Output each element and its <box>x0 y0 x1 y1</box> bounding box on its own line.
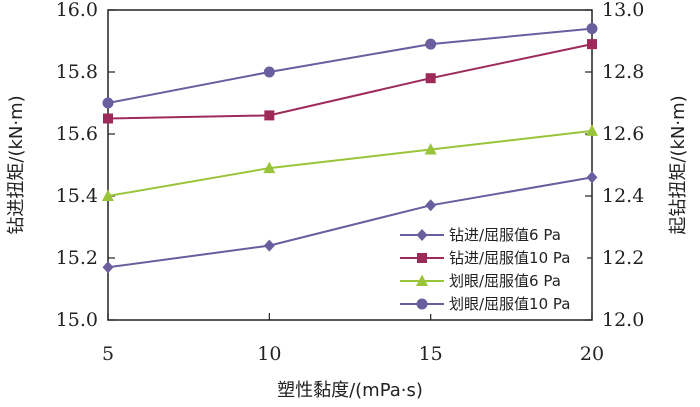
marker-circle <box>263 66 275 78</box>
marker-triangle <box>263 161 276 174</box>
marker-diamond <box>586 171 598 184</box>
marker-triangle <box>424 143 437 155</box>
series-group <box>102 23 598 274</box>
marker-circle <box>425 38 437 50</box>
marker-diamond <box>102 261 114 274</box>
right-tick-label: 12.4 <box>602 185 644 207</box>
marker-square <box>103 113 113 124</box>
right-tick-label: 13.0 <box>602 0 644 21</box>
marker-triangle <box>416 274 428 286</box>
legend-label: 划眼/屈服值10 Pa <box>449 295 570 313</box>
marker-square <box>264 110 275 121</box>
left-tick-label: 16.0 <box>56 0 98 21</box>
legend-label: 划眼/屈服值6 Pa <box>449 272 561 290</box>
x-axis-label: 塑性黏度/(mPa·s) <box>277 380 423 401</box>
x-axis-ticks: 5 10 15 20 <box>102 313 604 365</box>
marker-square <box>425 73 436 84</box>
series-line-2 <box>107 43 593 120</box>
marker-triangle <box>102 189 114 201</box>
right-tick-label: 12.0 <box>602 309 644 331</box>
marker-triangle <box>586 124 598 136</box>
x-tick-label: 15 <box>419 343 443 365</box>
right-tick-label: 12.8 <box>602 61 644 83</box>
left-tick-label: 15.8 <box>56 61 98 83</box>
series-line-3 <box>107 129 593 197</box>
left-tick-label: 15.4 <box>56 185 98 207</box>
left-tick-label: 15.2 <box>56 247 98 269</box>
x-tick-label: 5 <box>102 343 114 365</box>
left-tick-label: 15.6 <box>56 123 98 145</box>
marker-diamond <box>416 229 428 241</box>
x-tick-label: 20 <box>580 343 604 365</box>
legend: 钻进/屈服值6 Pa 钻进/屈服值10 Pa 划眼/屈服值6 Pa 划眼/屈服值10 … <box>393 222 587 314</box>
right-tick-label: 12.2 <box>602 247 644 269</box>
marker-circle <box>586 23 598 35</box>
legend-label: 钻进/屈服值6 Pa <box>449 226 561 244</box>
marker-diamond <box>425 199 437 212</box>
series-line-1 <box>107 176 593 269</box>
marker-circle <box>416 298 428 310</box>
y-axis-label-left: 钻进扭矩/(kN·m) <box>6 95 27 234</box>
marker-circle <box>102 97 114 109</box>
y-axis-label-right: 起钻扭矩/(kN·m) <box>668 95 689 234</box>
left-axis-ticks: 15.0 15.2 15.4 15.6 15.8 16.0 <box>56 0 115 331</box>
plot-frame <box>107 9 593 321</box>
x-tick-label: 10 <box>257 343 281 365</box>
marker-square <box>587 39 597 50</box>
right-tick-label: 12.6 <box>602 123 644 145</box>
marker-square <box>417 253 427 263</box>
right-axis-ticks: 12.0 12.2 12.4 12.6 12.8 13.0 <box>585 0 644 331</box>
left-tick-label: 15.0 <box>56 309 98 331</box>
legend-label: 钻进/屈服值10 Pa <box>449 249 570 267</box>
marker-diamond <box>263 239 275 252</box>
series-line-4 <box>107 27 593 104</box>
